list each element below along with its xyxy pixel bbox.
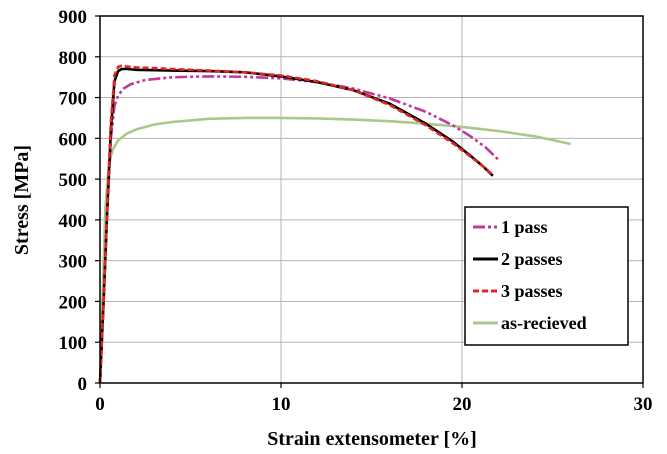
series-lines bbox=[98, 64, 571, 384]
y-tick-label: 700 bbox=[59, 89, 88, 110]
axis-ticks bbox=[95, 15, 644, 388]
tick-labels: 0 100 200 300 400 500 600 700 800 900 0 10 20 30 bbox=[59, 7, 653, 415]
y-tick-label: 800 bbox=[59, 48, 88, 69]
plot-frame bbox=[99, 15, 644, 384]
x-tick-label: 30 bbox=[634, 394, 653, 415]
y-tick-label: 300 bbox=[59, 252, 88, 273]
y-tick-label: 400 bbox=[59, 211, 88, 232]
legend-label: as-recieved bbox=[501, 313, 587, 333]
y-tick-label: 600 bbox=[59, 129, 88, 150]
y-tick-label: 100 bbox=[59, 333, 88, 354]
legend: 1 pass 2 passes 3 passes as-recieved bbox=[464, 206, 629, 346]
series-line-0 bbox=[98, 75, 500, 384]
y-tick-label: 200 bbox=[59, 292, 88, 313]
y-tick-label: 500 bbox=[59, 170, 88, 191]
x-tick-label: 0 bbox=[95, 394, 105, 415]
x-tick-label: 20 bbox=[453, 394, 472, 415]
legend-label: 3 passes bbox=[501, 281, 563, 301]
legend-label: 1 pass bbox=[501, 217, 548, 237]
legend-label: 2 passes bbox=[501, 249, 563, 269]
x-axis-label: Strain extensometer [%] bbox=[267, 428, 477, 450]
y-axis-label: Stress [MPa] bbox=[11, 145, 33, 255]
y-tick-label: 0 bbox=[78, 374, 88, 395]
x-tick-label: 10 bbox=[272, 394, 291, 415]
y-tick-label: 900 bbox=[59, 7, 88, 28]
series-line-2 bbox=[98, 64, 494, 384]
